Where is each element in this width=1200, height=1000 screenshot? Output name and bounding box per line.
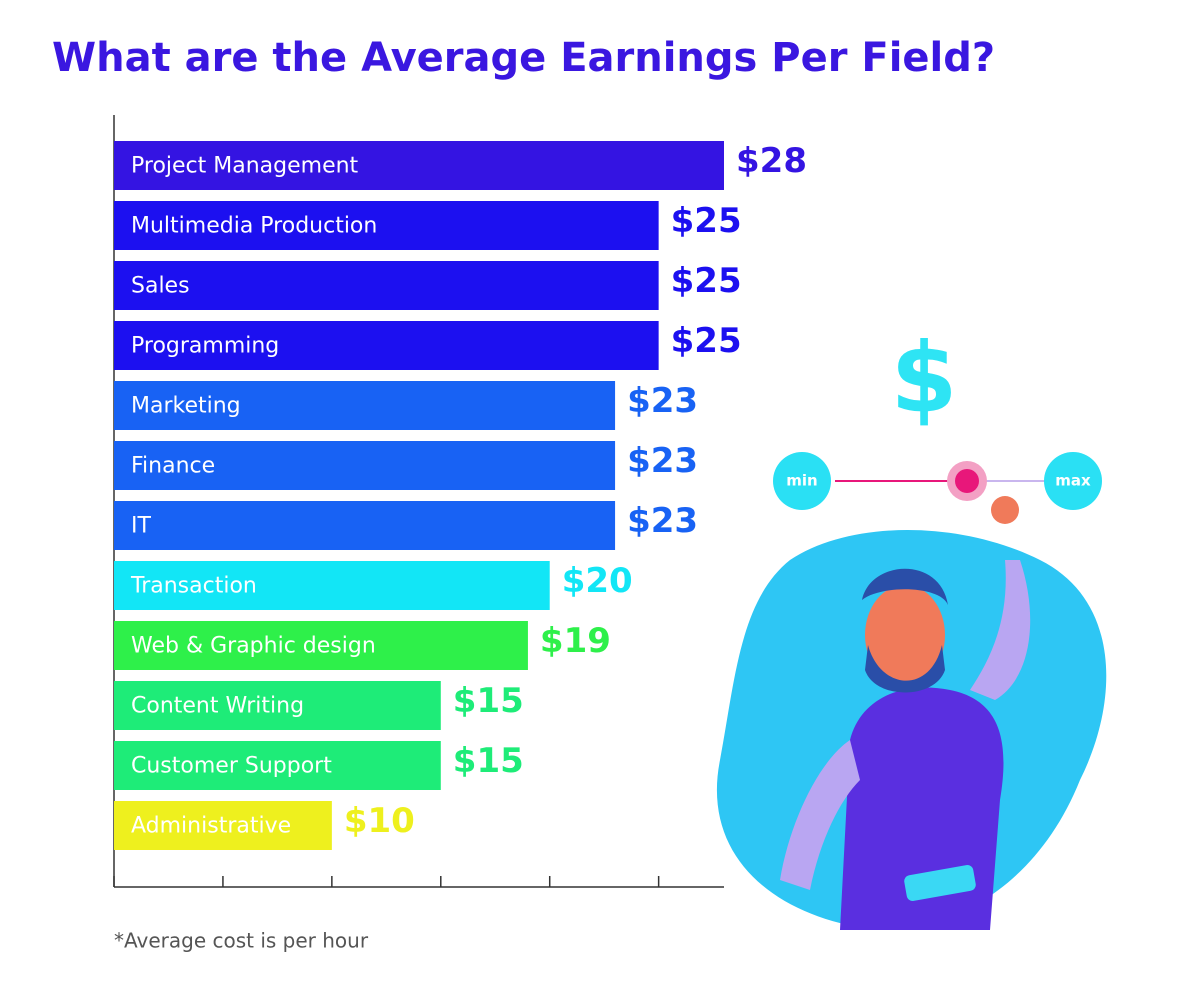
- value-label: $15: [453, 681, 524, 721]
- bar: [114, 261, 659, 310]
- bar-label: Multimedia Production: [131, 214, 377, 239]
- value-label: $20: [562, 561, 633, 601]
- dollar-symbol: $: [891, 322, 958, 434]
- bar: [114, 741, 441, 790]
- chart-title: What are the Average Earnings Per Field?: [52, 35, 995, 81]
- bar-label: Transaction: [130, 574, 257, 599]
- bar-label: Marketing: [131, 394, 241, 419]
- min-label: min: [786, 472, 817, 490]
- min-bubble: [773, 452, 831, 510]
- value-label: $23: [627, 381, 698, 421]
- right-arm: [970, 560, 1031, 700]
- beard: [865, 645, 945, 693]
- bar: [114, 801, 332, 850]
- bar-label: Programming: [131, 334, 279, 359]
- bar: [114, 321, 659, 370]
- bar-label: Finance: [131, 454, 215, 479]
- bar-label: Content Writing: [131, 694, 304, 719]
- bar-label: Administrative: [131, 814, 291, 839]
- bar: [114, 381, 616, 430]
- bar: [114, 681, 441, 730]
- bar: [114, 621, 528, 670]
- value-label: $25: [671, 261, 742, 301]
- value-label: $10: [344, 801, 415, 841]
- bar: [114, 501, 616, 550]
- value-label: $25: [671, 321, 742, 361]
- max-label: max: [1055, 472, 1091, 490]
- face: [865, 585, 945, 685]
- bar: [114, 441, 616, 490]
- bar-label: Web & Graphic design: [131, 634, 376, 659]
- value-label: $23: [627, 441, 698, 481]
- bar: [114, 561, 550, 610]
- value-label: $25: [671, 201, 742, 241]
- bar-label: Project Management: [131, 154, 359, 179]
- value-label: $15: [453, 741, 524, 781]
- footnote: *Average cost is per hour: [114, 929, 369, 953]
- bar: [114, 201, 659, 250]
- value-label: $28: [736, 141, 807, 181]
- left-arm: [780, 740, 860, 890]
- value-label: $19: [540, 621, 611, 661]
- hand: [991, 496, 1019, 524]
- bar-label: Customer Support: [131, 754, 332, 779]
- illustration: min max $: [716, 322, 1107, 930]
- slider-knob: [955, 469, 979, 493]
- bar-label: IT: [131, 514, 151, 539]
- hair: [862, 568, 948, 605]
- phone: [904, 865, 976, 901]
- max-bubble: [1044, 452, 1102, 510]
- value-label: $23: [627, 501, 698, 541]
- bar: [114, 141, 724, 190]
- bar-label: Sales: [131, 274, 190, 299]
